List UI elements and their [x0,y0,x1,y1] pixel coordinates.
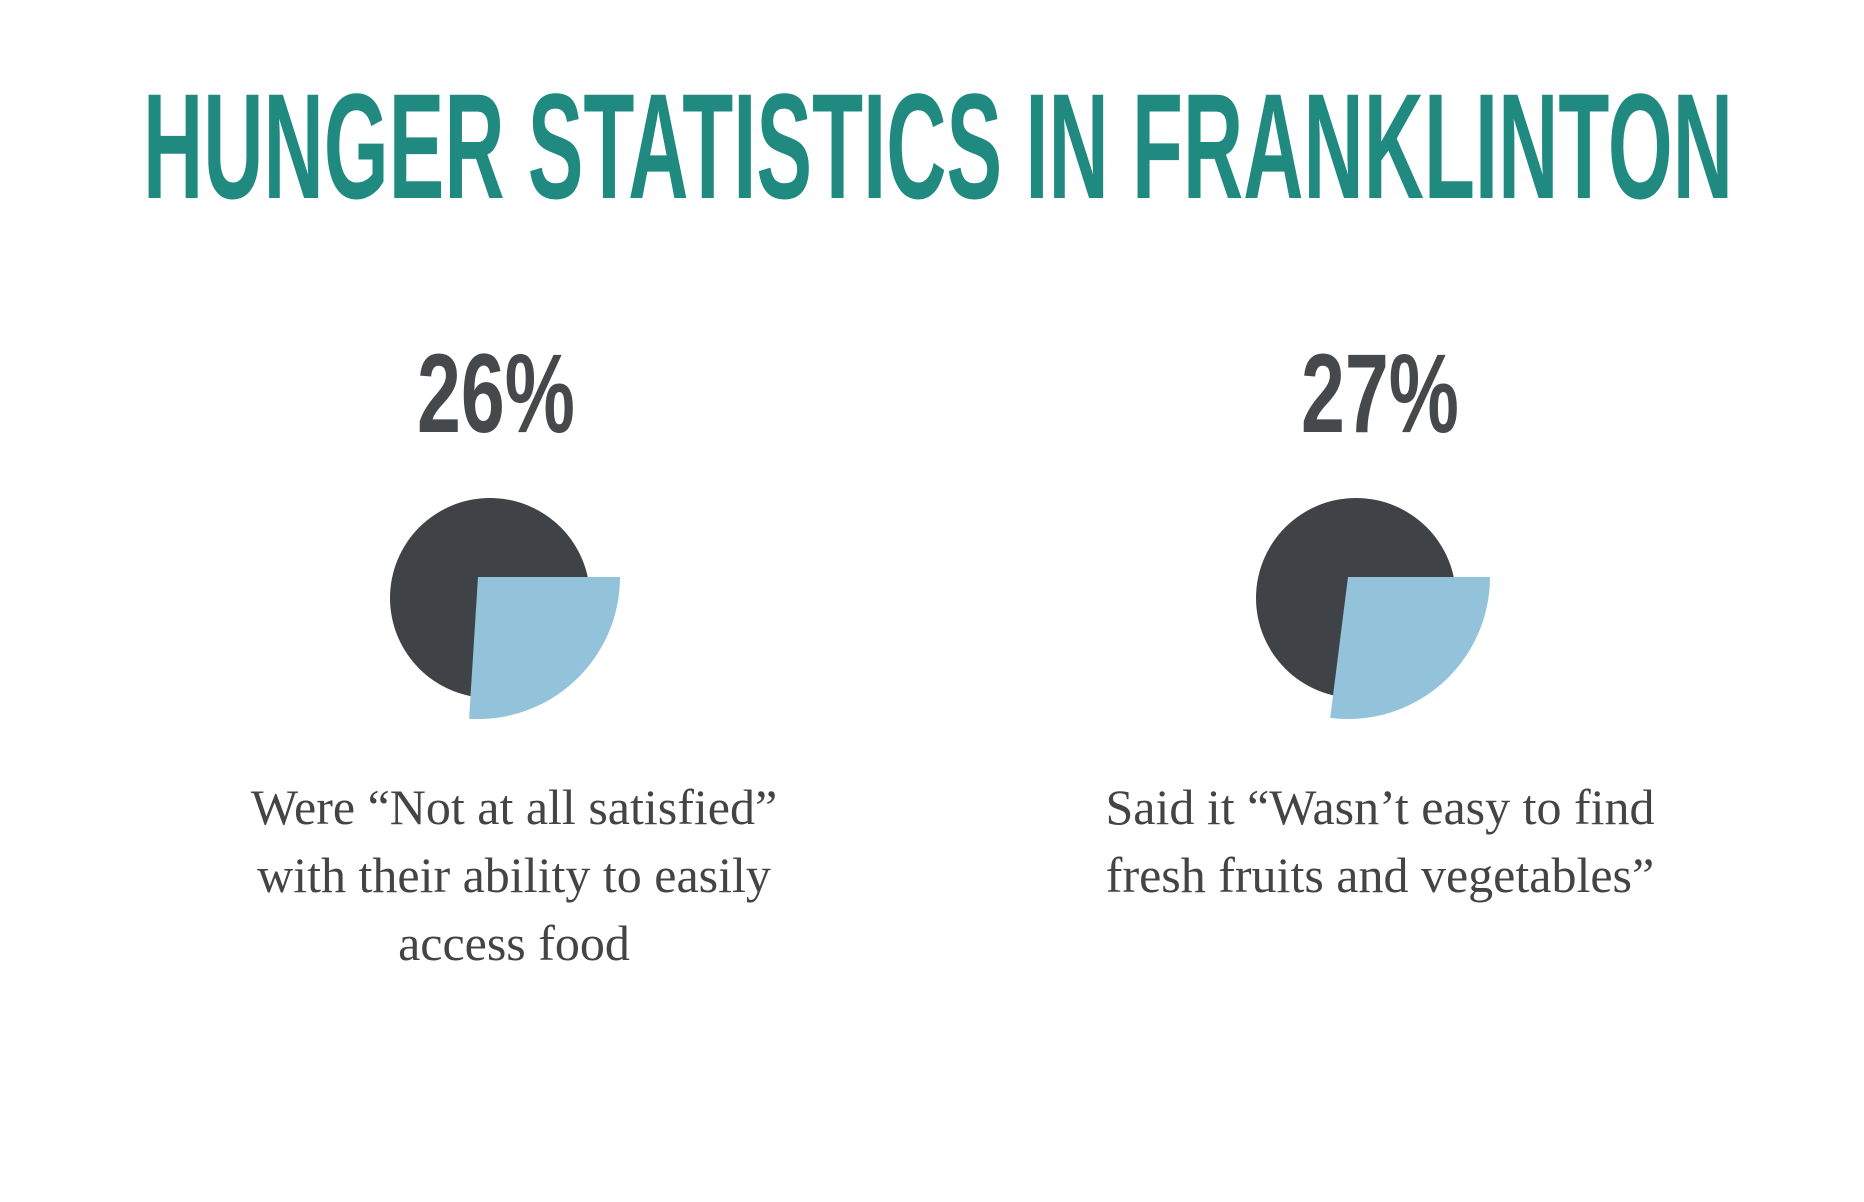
value-label: 26% [417,331,575,456]
pie-slice [469,577,620,719]
caption-line: Were “Not at all satisfied” [251,779,777,835]
caption-line: Said it “Wasn’t easy to find [1105,779,1654,835]
value-label: 27% [1301,331,1459,456]
pie-slice [1330,577,1490,720]
caption-line: with their ability to easily [257,847,771,903]
caption-line: access food [398,915,630,971]
caption-line: fresh fruits and vegetables” [1106,847,1654,903]
page-title: HUNGER STATISTICS IN FRANKLINTON [143,62,1733,230]
